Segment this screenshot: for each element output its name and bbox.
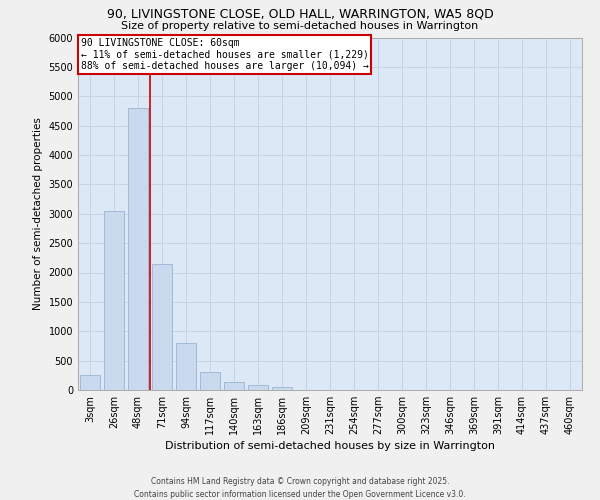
Text: Contains HM Land Registry data © Crown copyright and database right 2025.
Contai: Contains HM Land Registry data © Crown c… [134, 478, 466, 499]
Bar [80, 376, 100, 390]
Bar [152, 264, 172, 390]
Bar [128, 108, 148, 390]
Bar [248, 386, 268, 390]
Bar [104, 211, 124, 390]
Text: 90 LIVINGSTONE CLOSE: 60sqm
← 11% of semi-detached houses are smaller (1,229)
88: 90 LIVINGSTONE CLOSE: 60sqm ← 11% of sem… [80, 38, 368, 72]
Y-axis label: Number of semi-detached properties: Number of semi-detached properties [33, 118, 43, 310]
Bar [272, 388, 292, 390]
X-axis label: Distribution of semi-detached houses by size in Warrington: Distribution of semi-detached houses by … [165, 442, 495, 452]
Text: Size of property relative to semi-detached houses in Warrington: Size of property relative to semi-detach… [121, 21, 479, 31]
Text: 90, LIVINGSTONE CLOSE, OLD HALL, WARRINGTON, WA5 8QD: 90, LIVINGSTONE CLOSE, OLD HALL, WARRING… [107, 8, 493, 20]
Bar [224, 382, 244, 390]
Bar [200, 372, 220, 390]
Bar [176, 343, 196, 390]
